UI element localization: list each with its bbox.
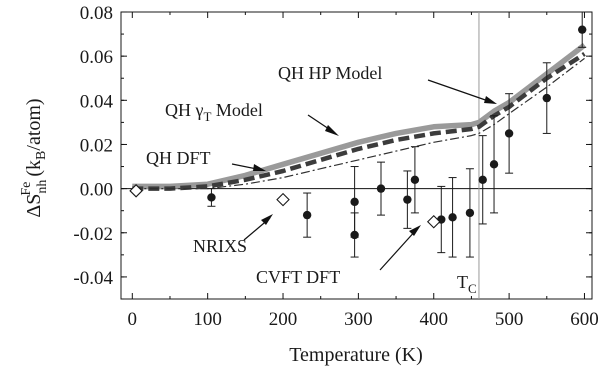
nrixs-point	[410, 175, 420, 184]
annotation-cvft-dft-arrow	[379, 228, 418, 271]
nrixs-point	[504, 129, 514, 138]
annotation-qh-hp-model: QH HP Model	[278, 63, 382, 83]
x-tick-label: 100	[193, 309, 222, 330]
y-tick-label: 0.02	[80, 135, 113, 156]
y-tick-label: 0.00	[80, 180, 113, 201]
y-tick-label: -0.04	[73, 268, 113, 289]
nrixs-point	[350, 230, 359, 240]
nrixs-point	[350, 197, 359, 207]
annotation-cvft-dft: CVFT DFT	[256, 267, 340, 287]
annotation-qh-gammat-tail: Model	[211, 100, 263, 120]
y-axis-title-sup: Fe	[19, 182, 34, 196]
annotation-qh-gammat-arrowhead	[325, 125, 339, 136]
cvft-points	[129, 184, 441, 229]
x-tick-label: 600	[570, 309, 599, 330]
series-line-dash-dot-thin	[132, 57, 585, 190]
nrixs-point	[403, 195, 412, 204]
nrixs-point	[489, 160, 499, 169]
cvft-diamond	[129, 184, 143, 198]
y-tick-label: 0.06	[80, 47, 113, 68]
annotation-cvft-dft-arrowhead	[409, 225, 421, 236]
nrixs-point	[207, 193, 216, 202]
annotation-qh-hp-model-arrowhead	[484, 96, 497, 104]
annotation-qh-dft: QH DFT	[146, 148, 211, 168]
cvft-diamond	[426, 214, 441, 229]
nrixs-point	[542, 93, 551, 103]
y-tick-label: -0.02	[73, 224, 113, 245]
axis-ticks	[121, 11, 592, 300]
annotation-qh-gammat-model: QH γT Model	[165, 100, 263, 124]
x-tick-label: 200	[269, 309, 298, 330]
y-axis-title-prefix: ΔS	[23, 194, 45, 218]
series-line-dashed-thick	[132, 52, 586, 191]
series-lines	[132, 42, 587, 191]
y-axis-title-sub: nh	[35, 180, 50, 194]
nrixs-point	[478, 175, 487, 184]
y-axis-title-unit-close: /atom)	[23, 98, 45, 150]
y-tick-label: 0.04	[80, 91, 114, 112]
x-tick-label: 0	[128, 309, 138, 330]
plot-frame	[120, 11, 593, 300]
nrixs-point	[578, 25, 587, 34]
nrixs-point	[376, 184, 386, 193]
tc-label-sub: C	[468, 281, 477, 296]
annotation-qh-gammat-sub: T	[203, 109, 211, 124]
x-axis-title: Temperature (K)	[289, 344, 423, 366]
y-axis-title-unit-sub: B	[34, 151, 49, 160]
annotation-qh-gammat-main: QH γ	[165, 100, 203, 120]
tc-label: TC	[457, 272, 477, 296]
axis-tick-labels: 0 100 200 300 400 500 600 -0.04 -0.02 0.00 0.02 0.0…	[73, 3, 598, 330]
annotation-nrixs: NRIXS	[193, 236, 247, 256]
annotation-qh-hp-model-arrow	[427, 79, 495, 104]
x-tick-label: 500	[495, 309, 524, 330]
x-tick-label: 300	[344, 309, 373, 330]
x-tick-label: 400	[419, 309, 448, 330]
cvft-diamond	[276, 192, 290, 207]
series-line-solid-thick	[132, 42, 587, 190]
nrixs-points	[207, 11, 587, 258]
y-axis-title: ΔSnhFe (kB/atom)	[19, 98, 50, 217]
nrixs-point	[302, 210, 312, 220]
tc-label-main: T	[457, 272, 468, 292]
y-tick-label: 0.08	[80, 3, 113, 24]
nrixs-point	[465, 208, 475, 218]
nrixs-point	[448, 213, 457, 222]
annotation-qh-dft-arrowhead	[253, 164, 266, 171]
annotation-nrixs-arrowhead	[261, 214, 273, 225]
y-axis-title-unit-open: (k	[23, 160, 45, 182]
